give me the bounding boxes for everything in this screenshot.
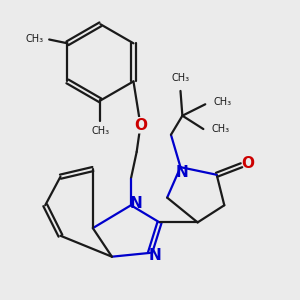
Text: CH₃: CH₃ bbox=[25, 34, 44, 44]
Text: CH₃: CH₃ bbox=[171, 73, 190, 83]
Text: N: N bbox=[130, 196, 142, 211]
Text: CH₃: CH₃ bbox=[214, 98, 232, 107]
Text: O: O bbox=[134, 118, 147, 133]
Text: N: N bbox=[176, 165, 188, 180]
Text: CH₃: CH₃ bbox=[92, 126, 110, 136]
Text: CH₃: CH₃ bbox=[212, 124, 230, 134]
Text: N: N bbox=[148, 248, 161, 263]
Text: O: O bbox=[241, 156, 254, 171]
